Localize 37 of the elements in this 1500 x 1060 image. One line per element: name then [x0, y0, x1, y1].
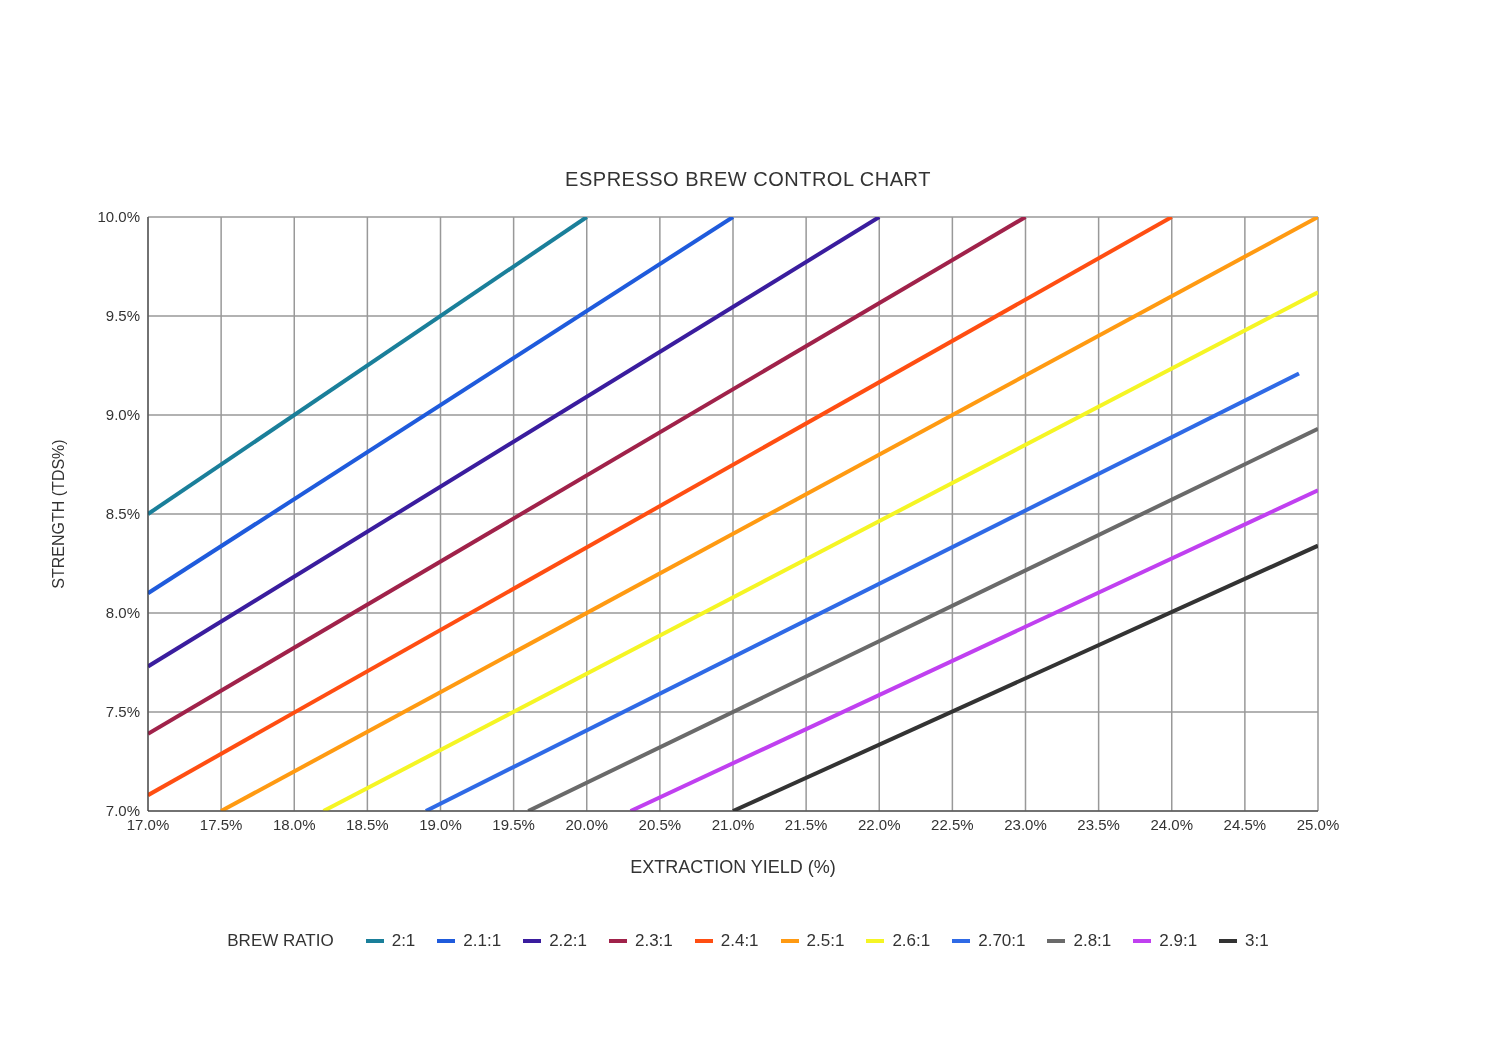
x-tick-label: 22.5%	[931, 815, 974, 833]
legend-label: 2.70:1	[978, 931, 1026, 951]
y-tick-label: 7.5%	[105, 703, 140, 721]
legend-label: 3:1	[1245, 931, 1269, 951]
y-tick-label: 10.0%	[97, 208, 140, 226]
chart-title: ESPRESSO BREW CONTROL CHART	[564, 167, 932, 191]
legend-label: 2.1:1	[463, 931, 502, 951]
x-tick-label: 21.5%	[784, 815, 828, 833]
y-tick-label: 8.5%	[105, 505, 140, 523]
legend-label: 2.6:1	[892, 931, 931, 951]
y-axis-title: STRENGTH (TDS%)	[49, 439, 67, 589]
x-tick-label: 25.0%	[1296, 815, 1340, 833]
legend-label: 2.9:1	[1159, 931, 1198, 951]
legend-label: 2.5:1	[806, 931, 845, 951]
x-tick-label: 23.5%	[1077, 815, 1120, 833]
x-tick-label: 17.5%	[199, 815, 243, 833]
y-tick-label: 8.0%	[105, 604, 140, 622]
legend-label: 2.8:1	[1073, 931, 1112, 951]
x-tick-label: 19.5%	[492, 815, 535, 833]
x-tick-label: 18.5%	[346, 815, 389, 833]
x-tick-label: 22.0%	[857, 815, 901, 833]
x-tick-label: 20.5%	[638, 815, 682, 833]
x-tick-label: 18.0%	[272, 815, 316, 833]
x-tick-label: 19.0%	[419, 815, 462, 833]
x-tick-label: 24.5%	[1223, 815, 1267, 833]
legend-label: 2.4:1	[720, 931, 759, 951]
x-tick-label: 24.0%	[1150, 815, 1194, 833]
x-axis-title: EXTRACTION YIELD (%)	[630, 857, 836, 877]
x-tick-label: 23.0%	[1004, 815, 1047, 833]
legend-label: 2:1	[391, 931, 416, 951]
legend-label: 2.2:1	[549, 931, 587, 951]
x-tick-label: 20.0%	[565, 815, 609, 833]
y-tick-label: 9.0%	[105, 406, 140, 424]
x-tick-label: 21.0%	[711, 815, 755, 833]
legend-title: BREW RATIO	[227, 931, 334, 951]
y-tick-label: 9.5%	[105, 307, 140, 325]
legend-label: 2.3:1	[634, 931, 673, 951]
